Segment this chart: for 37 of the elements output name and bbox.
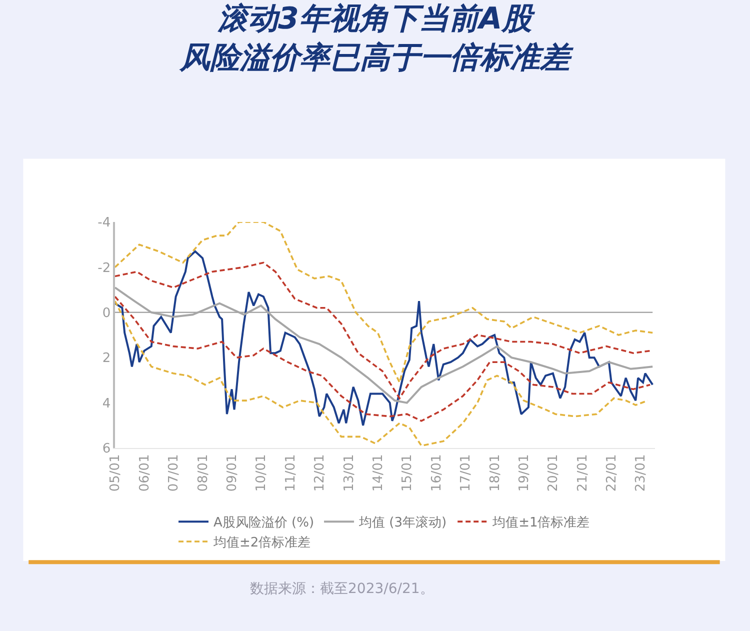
- y-tick-label: 4: [102, 396, 111, 412]
- legend-label: 均值±2倍标准差: [212, 536, 311, 551]
- x-tick-label: 22/01: [604, 454, 620, 492]
- y-tick-label: -4: [98, 216, 111, 231]
- x-tick-label: 10/01: [254, 454, 270, 492]
- x-tick-label: 16/01: [429, 454, 444, 492]
- x-tick-label: 08/01: [196, 454, 211, 492]
- y-tick-label: 0: [102, 306, 111, 321]
- x-tick-label: 07/01: [166, 454, 182, 492]
- x-tick-label: 14/01: [370, 454, 386, 492]
- x-tick-label: 18/01: [488, 454, 503, 492]
- legend-label: 均值 (3年滚动): [358, 516, 447, 531]
- x-tick-label: 19/01: [516, 454, 532, 492]
- x-tick-label: 20/01: [546, 454, 562, 492]
- x-tick-label: 23/01: [634, 454, 649, 492]
- x-tick-label: 09/01: [225, 454, 240, 492]
- line-series: [115, 300, 649, 447]
- x-tick-label: 13/01: [342, 454, 357, 492]
- x-tick-label: 06/01: [137, 454, 152, 492]
- x-tick-label: 11/01: [283, 454, 298, 492]
- y-tick-label: 6: [102, 442, 111, 457]
- x-tick-label: 17/01: [458, 454, 474, 492]
- x-tick-label: 15/01: [400, 454, 416, 492]
- legend-label: 均值±1倍标准差: [492, 516, 590, 531]
- x-tick-label: 21/01: [575, 454, 590, 492]
- source-note: 数据来源：截至2023/6/21。: [250, 581, 434, 597]
- line-series: [115, 222, 654, 384]
- y-tick-label: -2: [98, 260, 111, 276]
- line-series: [115, 262, 652, 400]
- line-series: [115, 296, 652, 422]
- x-tick-label: 05/01: [108, 454, 124, 492]
- x-tick-label: 12/01: [312, 454, 328, 492]
- line-series: [115, 250, 654, 426]
- line-series: [115, 286, 654, 404]
- chart-title: 滚动3年视角下当前A股风险溢价率已高于一倍标准差: [179, 1, 574, 76]
- legend-label: A股风险溢价 (%): [214, 516, 314, 531]
- y-tick-label: 2: [102, 351, 111, 366]
